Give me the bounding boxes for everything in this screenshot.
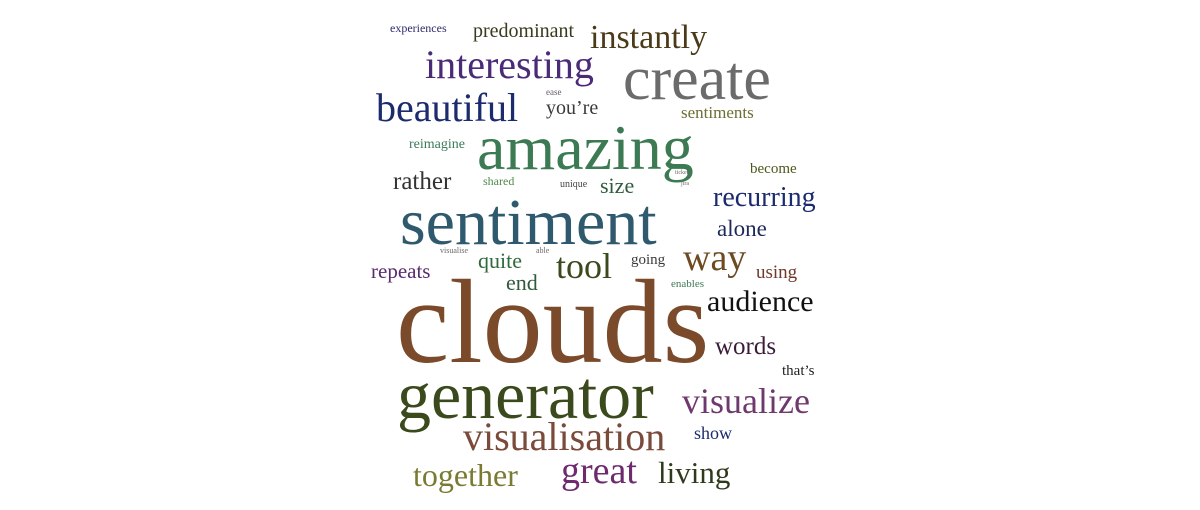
word-living: living — [658, 455, 731, 490]
word-instantly: instantly — [590, 19, 708, 56]
word-end: end — [506, 270, 538, 295]
word-show: show — [694, 423, 733, 443]
word-alone: alone — [717, 216, 767, 241]
word-quite: quite — [478, 248, 522, 273]
word-audience: audience — [707, 285, 814, 318]
word-jira: jira — [681, 181, 689, 187]
word-ease: ease — [546, 87, 562, 97]
word-create: create — [623, 45, 771, 113]
word-way: way — [683, 237, 747, 279]
word-visualise: visualise — [440, 246, 468, 255]
word-words: words — [715, 333, 777, 360]
word-tool: tool — [556, 246, 613, 286]
word-size: size — [600, 173, 635, 198]
word-visualize: visualize — [682, 381, 810, 421]
word-experiences: experiences — [390, 21, 447, 35]
word-repeats: repeats — [371, 259, 431, 283]
word-recurring: recurring — [713, 182, 816, 213]
word-interesting: interesting — [425, 42, 594, 87]
word-reimagine: reimagine — [409, 137, 465, 152]
word-together: together — [413, 457, 518, 493]
word-become: become — [750, 161, 797, 177]
word-sentiment: sentiment — [400, 186, 657, 259]
word-enables: enables — [671, 278, 704, 290]
word-able: able — [536, 246, 550, 255]
word-clouds: clouds — [396, 255, 710, 388]
word-shared: shared — [483, 174, 515, 188]
word-predominant: predominant — [473, 20, 575, 42]
word-sentiments: sentiments — [681, 103, 754, 122]
word-visualisation: visualisation — [463, 414, 666, 459]
word-tickets: tickets — [675, 170, 691, 176]
word-great: great — [561, 450, 637, 492]
word-thats: that’s — [782, 363, 815, 379]
word-youre: you’re — [546, 97, 599, 119]
word-going: going — [631, 252, 666, 268]
word-amazing: amazing — [477, 112, 694, 183]
word-beautiful: beautiful — [376, 85, 519, 130]
word-using: using — [756, 262, 798, 283]
word-rather: rather — [393, 168, 452, 195]
word-unique: unique — [560, 179, 588, 190]
word-generator: generator — [397, 357, 654, 433]
